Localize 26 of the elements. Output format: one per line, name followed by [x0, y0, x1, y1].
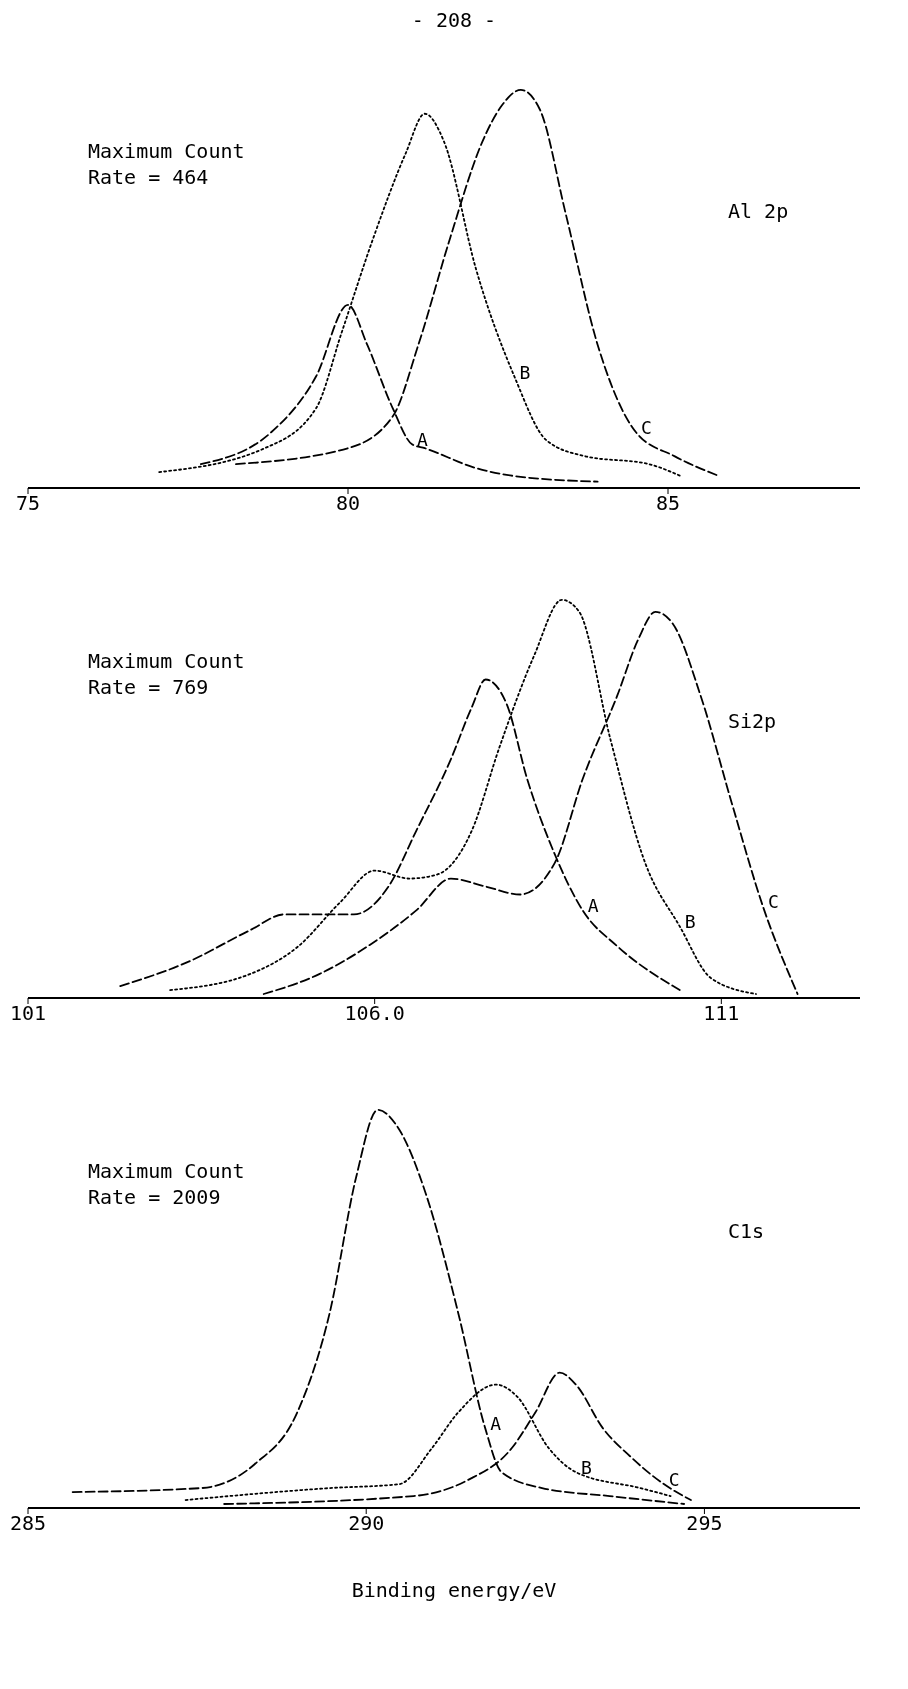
series-label: C [767, 891, 779, 913]
x-tick-label: 80 [335, 491, 361, 516]
x-tick-label: 295 [686, 1511, 723, 1536]
series-label: B [580, 1457, 592, 1479]
x-tick-label: 285 [9, 1511, 47, 1536]
x-tick-label: 85 [655, 491, 681, 516]
annotation: Al 2p [728, 198, 789, 224]
series-label: C [641, 417, 652, 439]
x-tick-label: 111 [703, 1001, 740, 1026]
x-tick-label: 290 [348, 1511, 385, 1536]
annotation: Si2p [728, 708, 777, 734]
annotation: Maximum Count Rate = 769 [88, 648, 245, 700]
series-label: B [519, 361, 531, 383]
chart-title: - 208 - [410, 8, 498, 34]
x-axis-title: Binding energy/eV [350, 1578, 558, 1602]
series-label: C [668, 1469, 680, 1491]
x-tick-label: 75 [15, 491, 41, 516]
annotation: C1s [728, 1218, 765, 1244]
x-tick-label: 106.0 [344, 1001, 405, 1026]
series-label: A [417, 429, 428, 451]
annotation: Maximum Count Rate = 2009 [88, 1158, 245, 1210]
series-label: B [684, 911, 696, 933]
series-label: A [490, 1413, 502, 1435]
series-label: A [587, 895, 599, 917]
annotation: Maximum Count Rate = 464 [88, 138, 245, 190]
x-tick-label: 101 [9, 1001, 47, 1026]
